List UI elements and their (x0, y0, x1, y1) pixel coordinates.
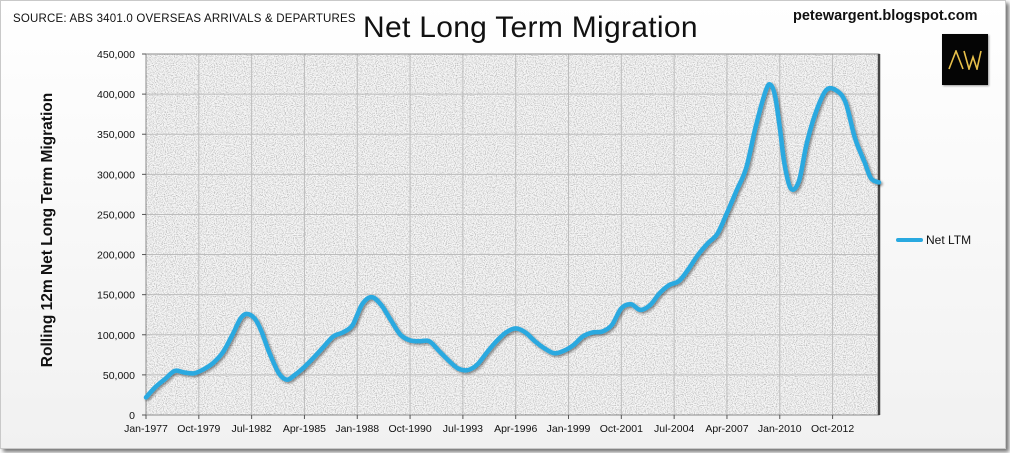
y-tick-label: 150,000 (97, 290, 135, 302)
y-tick-label: 50,000 (103, 370, 135, 382)
x-tick-label: Oct-1979 (177, 423, 220, 435)
x-tick-label: Jul-1993 (443, 423, 483, 435)
aw-logo-mark (948, 49, 982, 70)
legend: Net LTM (896, 233, 971, 247)
source-note: SOURCE: ABS 3401.0 OVERSEAS ARRIVALS & D… (13, 13, 356, 25)
blog-url: petewargent.blogspot.com (793, 8, 978, 24)
y-tick-label: 250,000 (97, 209, 135, 221)
x-tick-label: Jan-1977 (124, 423, 168, 435)
legend-swatch (896, 238, 923, 242)
x-tick-label: Jul-2004 (654, 423, 694, 435)
x-tick-label: Jan-1999 (547, 423, 591, 435)
x-tick-label: Jul-1982 (231, 423, 271, 435)
x-tick-label: Oct-2001 (600, 423, 643, 435)
y-tick-label: 450,000 (97, 49, 135, 61)
x-tick-label: Jan-1988 (335, 423, 379, 435)
chart-title: Net Long Term Migration (363, 11, 698, 44)
y-tick-label: 300,000 (97, 169, 135, 181)
aw-logo (942, 34, 988, 85)
x-tick-label: Oct-2012 (811, 423, 854, 435)
x-tick-label: Apr-1985 (283, 423, 326, 435)
y-tick-label: 400,000 (97, 89, 135, 101)
legend-label: Net LTM (926, 233, 972, 247)
series-line-0 (143, 82, 882, 400)
y-tick-label: 100,000 (97, 330, 135, 342)
plot-texture (146, 54, 879, 415)
y-tick-label: 200,000 (97, 250, 135, 262)
x-tick-label: Apr-1996 (494, 423, 537, 435)
x-tick-label: Jan-2010 (758, 423, 802, 435)
x-tick-label: Oct-1990 (388, 423, 431, 435)
y-tick-label: 350,000 (97, 129, 135, 141)
y-tick-label: 0 (129, 410, 135, 422)
x-tick-label: Apr-2007 (705, 423, 748, 435)
